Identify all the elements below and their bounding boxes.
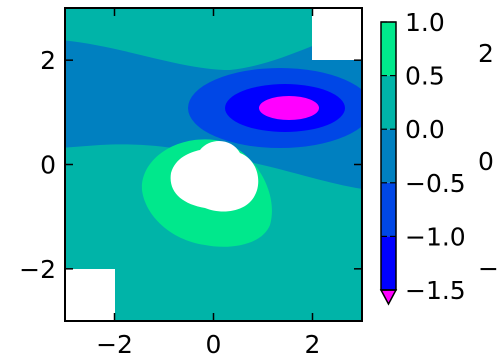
colorbar-tick-label: −1.5 (405, 276, 466, 305)
twin-y-labels: 2 0 −2 (478, 39, 500, 283)
twin-y-tick-label: −2 (478, 254, 500, 283)
masked-bottom-left-corner (65, 269, 115, 321)
masked-top-right-corner (312, 8, 362, 60)
colorbar-tick-label: −1.0 (405, 222, 466, 251)
colorbar-frame (380, 21, 397, 291)
x-tick-label: 2 (305, 330, 321, 358)
colorbar-tick-label: 0.5 (405, 62, 445, 91)
twin-y-tick-label: 0 (478, 147, 494, 176)
contour-fills (65, 8, 362, 321)
colorbar-segment (381, 182, 396, 237)
colorbar-segment (381, 75, 396, 130)
colorbar-segment (381, 129, 396, 183)
y-tick-label: 0 (40, 151, 56, 180)
x-tick-label: 0 (206, 330, 222, 358)
colorbar-tick-label: −0.5 (405, 169, 466, 198)
colorbar-segment (381, 22, 396, 76)
colorbar-tick-label: 0.0 (405, 115, 445, 144)
colorbar-under-triangle (379, 289, 398, 306)
masked-center-blob (170, 140, 259, 212)
x-axis-ticks: −2 0 2 (96, 8, 320, 358)
colorbar-tick-label: 1.0 (405, 8, 445, 37)
twin-y-tick-label: 2 (478, 39, 494, 68)
y-tick-label: 2 (40, 46, 56, 75)
y-axis-ticks: −2 0 2 (19, 46, 362, 284)
colorbar: −1.5 −1.0 −0.5 0.0 0.5 1.0 (379, 8, 466, 306)
colorbar-segment (381, 236, 396, 290)
level-band-under-neg1.5 (259, 96, 319, 120)
x-tick-label: −2 (96, 330, 133, 358)
y-tick-label: −2 (19, 255, 56, 284)
